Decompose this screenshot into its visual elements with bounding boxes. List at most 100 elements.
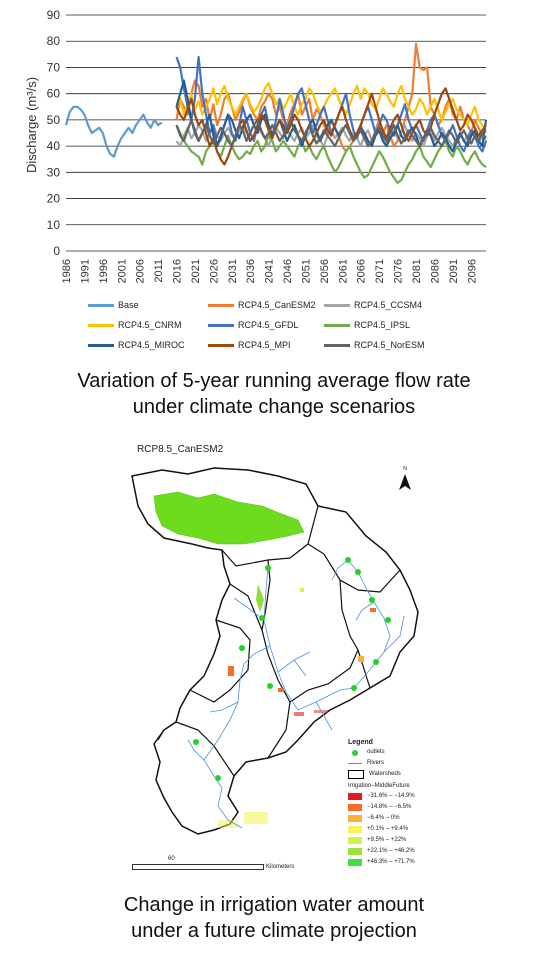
- x-tick-label: 1991: [79, 259, 91, 283]
- x-tick-label: 2046: [282, 259, 294, 283]
- irrigation-class-label: −6.4% – 0%: [367, 815, 400, 821]
- chart-caption-text: Variation of 5-year running average flow…: [77, 370, 471, 418]
- irrigation-class-label: −14.8% – −6.5%: [367, 804, 412, 810]
- series-line-rcp4-5-noresm: [175, 118, 487, 148]
- legend-label: RCP4.5_GFDL: [238, 320, 299, 330]
- legend-swatch: [324, 303, 350, 307]
- legend-label: RCP4.5_MPI: [238, 340, 291, 350]
- irrigation-classes: −31.6% – −14.9% −14.8% – −6.5% −6.4% – 0% +…: [348, 791, 415, 868]
- legend-label: RCP4.5_NorESM: [354, 340, 425, 350]
- map-title: RCP8.5_CanESM2: [137, 444, 224, 455]
- legend-label: Base: [118, 300, 139, 310]
- x-tick-label: 2056: [319, 259, 331, 283]
- irrigation-legend-title: Irrigation–MiddleFuture: [348, 783, 410, 789]
- north-label: N: [403, 466, 407, 472]
- irrigation-green-patch: [256, 584, 264, 612]
- irrigation-class-swatch: [348, 815, 362, 822]
- x-tick-label: 2006: [135, 259, 147, 283]
- legend-swatch: [88, 303, 114, 307]
- irrigation-class-item: +22.1% – +46.2%: [348, 846, 415, 857]
- x-tick-label: 2031: [227, 259, 239, 283]
- x-tick-label: 2081: [411, 259, 423, 283]
- map-legend-label: outlets: [367, 749, 385, 755]
- irrigation-class-swatch: [348, 859, 362, 866]
- x-tick-label: 2096: [466, 259, 478, 283]
- x-tick-label: 2021: [190, 259, 202, 283]
- legend-item: RCP4.5_NorESM: [324, 340, 425, 350]
- legend-label: RCP4.5_IPSL: [354, 320, 411, 330]
- y-tick-label: 90: [47, 8, 61, 22]
- map-caption: Change in irrigation water amount under …: [0, 892, 548, 944]
- irrigation-class-item: −31.6% – −14.9%: [348, 791, 415, 802]
- chart-caption: Variation of 5-year running average flow…: [0, 368, 548, 420]
- legend-swatch: [208, 303, 234, 307]
- irrigation-class-item: +46.3% – +71.7%: [348, 857, 415, 868]
- series-line-rcp4-5-cnrm: [175, 82, 487, 132]
- x-tick-label: 2061: [337, 259, 349, 283]
- map-legend-symbol: [348, 770, 364, 779]
- x-tick-label: 2071: [374, 259, 386, 283]
- scale-unit: Kilometers: [266, 864, 295, 870]
- scale-bar-graphic: [132, 864, 264, 870]
- map-legend-item: Rivers: [348, 758, 415, 769]
- scale-bar: 60 Kilometers: [132, 856, 294, 870]
- irrigation-class-label: +9.5% – +22%: [367, 837, 407, 843]
- map-legend-title: Legend: [348, 739, 373, 746]
- series-line-rcp4-5-miroc: [175, 79, 488, 153]
- irrigation-class-label: +0.1% – +9.4%: [367, 826, 409, 832]
- x-tick-label: 2036: [245, 259, 257, 283]
- map-legend-item: outlets: [348, 747, 415, 758]
- y-tick-label: 60: [47, 87, 61, 101]
- map-caption-text: Change in irrigation water amount under …: [123, 894, 425, 942]
- irrigation-class-item: −14.8% – −6.5%: [348, 802, 415, 813]
- map-legend-symbol: [348, 763, 362, 764]
- legend-item: RCP4.5_MPI: [208, 340, 291, 350]
- legend-label: RCP4.5_MIROC: [118, 340, 185, 350]
- irrigation-high-area: [153, 491, 305, 545]
- map-legend: Legend outlets Rivers Watersheds Irrigatio…: [348, 738, 415, 868]
- map-legend-label: Watersheds: [369, 771, 401, 777]
- series-line-rcp4-5-mpi: [175, 87, 487, 166]
- legend-label: RCP4.5_CanESM2: [238, 300, 316, 310]
- irrigation-small-patches: [218, 588, 376, 828]
- y-tick-label: 50: [47, 113, 61, 127]
- x-tick-label: 2026: [208, 259, 220, 283]
- sub-watershed-lines: [157, 505, 401, 777]
- irrigation-class-item: +9.5% – +22%: [348, 835, 415, 846]
- series-line-base: [64, 105, 163, 158]
- irrigation-class-label: −31.6% – −14.9%: [367, 793, 415, 799]
- x-tick-label: 2066: [356, 259, 368, 283]
- legend-swatch: [88, 323, 114, 327]
- outlets: [193, 557, 391, 781]
- irrigation-class-item: −6.4% – 0%: [348, 813, 415, 824]
- irrigation-class-label: +46.3% – +71.7%: [367, 859, 415, 865]
- x-tick-label: 2041: [264, 259, 276, 283]
- legend-swatch: [324, 343, 350, 347]
- x-tick-label: 1996: [98, 259, 110, 283]
- legend-item: RCP4.5_CCSM4: [324, 300, 422, 310]
- irrigation-class-swatch: [348, 826, 362, 833]
- irrigation-class-swatch: [348, 837, 362, 844]
- y-tick-label: 40: [47, 139, 61, 153]
- y-axis-label: Discharge (m³/s): [24, 77, 39, 173]
- legend-label: RCP4.5_CCSM4: [354, 300, 423, 310]
- y-tick-label: 0: [53, 244, 60, 258]
- irrigation-class-swatch: [348, 793, 362, 800]
- watershed-map: N: [131, 466, 419, 835]
- irrigation-class-swatch: [348, 804, 362, 811]
- map-legend-items: outlets Rivers Watersheds: [348, 747, 415, 780]
- legend-item: RCP4.5_IPSL: [324, 320, 410, 330]
- y-tick-labels: 0 10 20 30 40 50 60 70 80 90: [47, 8, 61, 258]
- legend-swatch: [208, 323, 234, 327]
- x-tick-label: 2051: [300, 259, 312, 283]
- legend-item: Base: [88, 300, 139, 310]
- map-legend-label: Rivers: [367, 760, 385, 766]
- x-tick-label: 2086: [429, 259, 441, 283]
- series-lines: [64, 42, 488, 184]
- x-tick-label: 1986: [61, 259, 73, 283]
- legend-swatch: [88, 343, 114, 347]
- x-tick-labels: 1986 1991 1996 2001 2006 2011 2016 2021 2026 2031…: [61, 259, 478, 283]
- y-tick-label: 20: [47, 192, 61, 206]
- legend-swatch: [208, 343, 234, 347]
- y-tick-label: 70: [47, 60, 61, 74]
